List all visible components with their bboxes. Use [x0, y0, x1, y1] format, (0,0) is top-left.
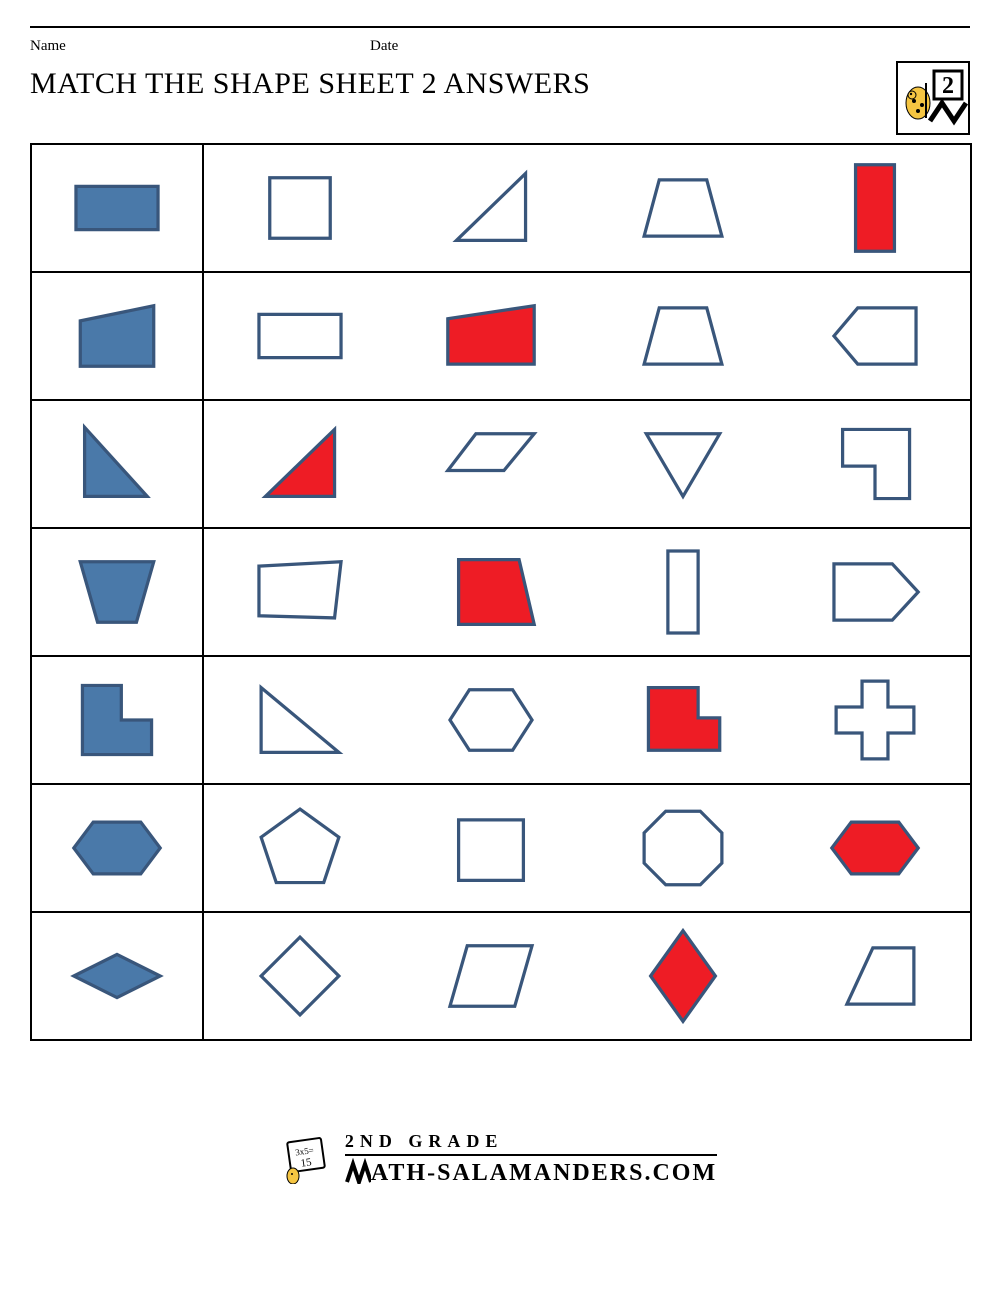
- rect_wide-shape: [57, 154, 177, 262]
- trapezoid_right-shape: [431, 538, 551, 646]
- option-cell: [203, 528, 395, 656]
- prompt-cell: [31, 528, 203, 656]
- page-title: MATCH THE SHAPE SHEET 2 ANSWERS: [30, 67, 590, 101]
- table-row: [31, 784, 971, 912]
- plus-shape: [815, 666, 935, 774]
- footer-text: 2ND GRADE ATH-SALAMANDERS.COM: [345, 1131, 717, 1187]
- prompt-cell: [31, 784, 203, 912]
- answer-cell: [587, 656, 779, 784]
- right_triangle_up-shape: [431, 154, 551, 262]
- option-cell: [395, 400, 587, 528]
- header-fields: Name Date: [30, 38, 970, 55]
- square-shape: [240, 154, 360, 262]
- name-label: Name: [30, 38, 370, 55]
- answer-cell: [587, 912, 779, 1040]
- prompt-cell: [31, 272, 203, 400]
- table-row: [31, 912, 971, 1040]
- option-cell: [395, 656, 587, 784]
- pentagon_arrow_left-shape: [815, 282, 935, 390]
- pentagon_arrow_right-shape: [815, 538, 935, 646]
- table-row: [31, 272, 971, 400]
- answer-cell: [779, 144, 971, 272]
- trapezoid_up-shape: [623, 154, 743, 262]
- footer-logo-icon: 3x5= 15: [283, 1134, 333, 1184]
- footer: 3x5= 15 2ND GRADE ATH-SALAMANDERS.COM: [30, 1131, 970, 1189]
- svg-text:2: 2: [942, 73, 954, 99]
- option-cell: [587, 400, 779, 528]
- salamander-logo-icon: 2: [898, 63, 968, 133]
- answer-cell: [395, 272, 587, 400]
- footer-grade: 2ND GRADE: [345, 1131, 717, 1152]
- l_shape_small-shape: [623, 666, 743, 774]
- l_shape-shape: [57, 666, 177, 774]
- square_round-shape: [431, 794, 551, 902]
- triangle_down-shape: [623, 410, 743, 518]
- option-cell: [203, 144, 395, 272]
- answer-cell: [779, 784, 971, 912]
- worksheet-page: Name Date MATCH THE SHAPE SHEET 2 ANSWER…: [0, 0, 1000, 1209]
- option-cell: [587, 528, 779, 656]
- trapezoid_down-shape: [57, 538, 177, 646]
- prompt-cell: [31, 656, 203, 784]
- quad_slant_top-shape: [57, 282, 177, 390]
- grade-logo: 2: [896, 61, 970, 135]
- table-row: [31, 400, 971, 528]
- option-cell: [779, 528, 971, 656]
- prompt-cell: [31, 144, 203, 272]
- hexagon_wide-shape: [57, 794, 177, 902]
- pentagon-shape: [240, 794, 360, 902]
- rect_tall-shape: [815, 154, 935, 262]
- option-cell: [203, 912, 395, 1040]
- option-cell: [779, 272, 971, 400]
- option-cell: [587, 784, 779, 912]
- top-rule: [30, 26, 970, 28]
- right_triangle_up-shape: [240, 410, 360, 518]
- right_triangle_thin-shape: [240, 666, 360, 774]
- footer-site: ATH-SALAMANDERS.COM: [345, 1154, 717, 1187]
- table-row: [31, 528, 971, 656]
- quad_slant_top_wide-shape: [431, 282, 551, 390]
- svg-text:15: 15: [300, 1156, 313, 1169]
- option-cell: [587, 144, 779, 272]
- rect_wide-shape: [240, 282, 360, 390]
- answer-cell: [395, 528, 587, 656]
- table-row: [31, 656, 971, 784]
- option-cell: [203, 272, 395, 400]
- option-cell: [779, 912, 971, 1040]
- option-cell: [395, 144, 587, 272]
- quad_irreg-shape: [240, 538, 360, 646]
- option-cell: [779, 400, 971, 528]
- trapezoid_up-shape: [623, 282, 743, 390]
- footer-m-icon: [345, 1158, 371, 1184]
- rect_tall_narrow-shape: [623, 538, 743, 646]
- title-bar: MATCH THE SHAPE SHEET 2 ANSWERS 2: [30, 61, 970, 135]
- table-row: [31, 144, 971, 272]
- rhombus_square-shape: [240, 922, 360, 1030]
- right_triangle_left-shape: [57, 410, 177, 518]
- hexagon-shape: [431, 666, 551, 774]
- parallelogram_top-shape: [431, 410, 551, 518]
- prompt-cell: [31, 400, 203, 528]
- prompt-cell: [31, 912, 203, 1040]
- option-cell: [395, 784, 587, 912]
- l_shape_out-shape: [815, 410, 935, 518]
- option-cell: [779, 656, 971, 784]
- option-cell: [203, 656, 395, 784]
- shapes-table: [30, 143, 972, 1041]
- date-label: Date: [370, 38, 570, 55]
- option-cell: [203, 784, 395, 912]
- option-cell: [587, 272, 779, 400]
- option-cell: [395, 912, 587, 1040]
- answer-cell: [203, 400, 395, 528]
- rhombus_wide-shape: [57, 922, 177, 1030]
- quad_trap_half-shape: [815, 922, 935, 1030]
- rhombus_tall-shape: [623, 922, 743, 1030]
- parallelogram-shape: [431, 922, 551, 1030]
- octagon-shape: [623, 794, 743, 902]
- hexagon_wide-shape: [815, 794, 935, 902]
